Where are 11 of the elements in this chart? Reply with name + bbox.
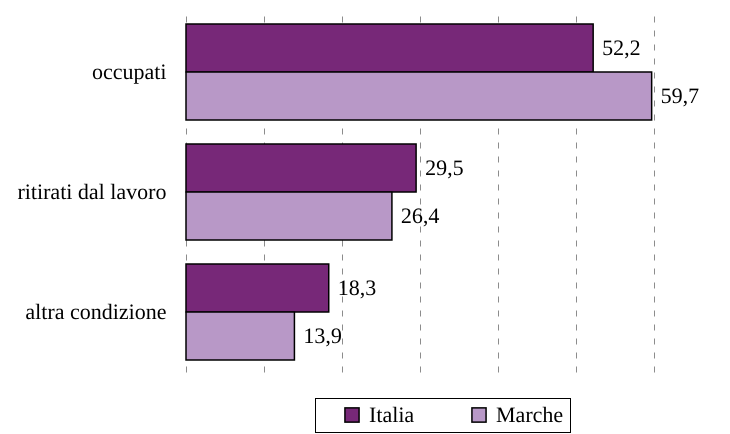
legend-label: Marche (496, 402, 564, 427)
y-tick-label: altra condizione (25, 299, 166, 324)
y-tick-label: ritirati dal lavoro (17, 179, 166, 204)
y-tick-label: occupati (92, 59, 166, 84)
data-label: 59,7 (660, 83, 700, 108)
data-label: 18,3 (338, 275, 376, 300)
data-label: 26,4 (400, 203, 440, 228)
data-label: 13,9 (303, 323, 342, 348)
data-label: 29,5 (425, 155, 464, 180)
data-label: 52,2 (602, 35, 641, 60)
legend-label: Italia (369, 402, 414, 427)
